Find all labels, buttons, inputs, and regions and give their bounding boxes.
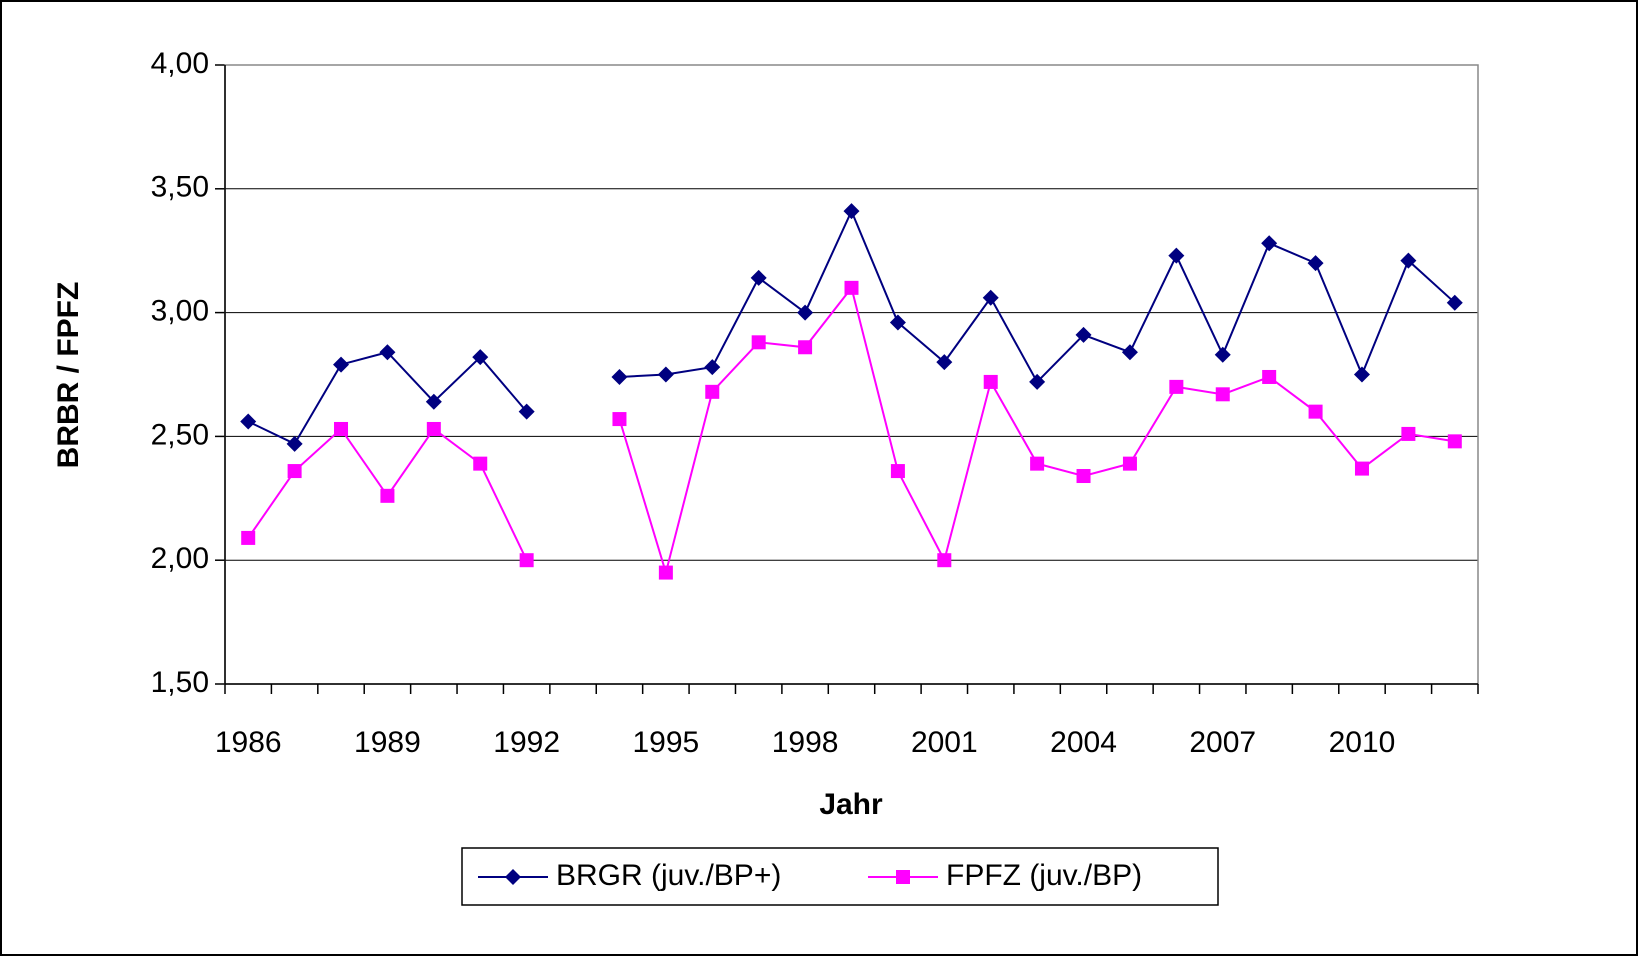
legend-marker xyxy=(896,870,910,884)
data-point xyxy=(379,344,396,361)
x-tick-label: 2001 xyxy=(911,726,978,759)
data-point xyxy=(286,435,303,452)
x-tick-label: 1995 xyxy=(632,726,699,759)
data-point xyxy=(472,349,489,366)
x-tick-label: 1989 xyxy=(354,726,421,759)
y-tick-label: 3,50 xyxy=(151,171,209,204)
data-point xyxy=(1168,247,1185,264)
data-point xyxy=(1169,379,1184,394)
data-point xyxy=(844,280,859,295)
data-point xyxy=(937,553,952,568)
x-tick-label: 2010 xyxy=(1329,726,1396,759)
legend-marker xyxy=(505,869,521,885)
data-point xyxy=(889,314,906,331)
x-axis-title: Jahr xyxy=(819,788,883,821)
y-tick-label: 2,00 xyxy=(151,542,209,575)
y-tick-label: 2,50 xyxy=(151,418,209,451)
data-point xyxy=(333,356,350,373)
data-point xyxy=(612,412,627,427)
data-point xyxy=(705,384,720,399)
data-point xyxy=(1308,404,1323,419)
data-point xyxy=(1307,255,1324,272)
x-tick-label: 1998 xyxy=(772,726,839,759)
x-tick-label: 2004 xyxy=(1050,726,1117,759)
data-point xyxy=(657,366,674,383)
data-point xyxy=(1353,366,1370,383)
data-point xyxy=(1262,369,1277,384)
data-point xyxy=(843,203,860,220)
legend-box xyxy=(461,847,1219,906)
data-point xyxy=(380,488,395,503)
data-point xyxy=(473,456,488,471)
data-point xyxy=(240,413,257,430)
data-point xyxy=(241,530,256,545)
data-point xyxy=(890,464,905,479)
data-point xyxy=(1446,294,1463,311)
data-point xyxy=(1076,469,1091,484)
data-point xyxy=(611,368,628,385)
data-point xyxy=(798,340,813,355)
data-point xyxy=(1215,387,1230,402)
legend-label: FPFZ (juv./BP) xyxy=(946,859,1142,892)
data-point xyxy=(287,464,302,479)
data-point xyxy=(1400,252,1417,269)
y-axis-title: BRBR / FPFZ xyxy=(52,282,85,469)
data-point xyxy=(426,421,441,436)
x-tick-label: 1986 xyxy=(215,726,282,759)
data-point xyxy=(1122,456,1137,471)
data-point xyxy=(1354,461,1369,476)
data-point xyxy=(658,565,673,580)
data-point xyxy=(797,304,814,321)
data-point xyxy=(982,289,999,306)
data-point xyxy=(1030,456,1045,471)
data-point xyxy=(750,269,767,286)
y-tick-label: 1,50 xyxy=(151,666,209,699)
data-point xyxy=(1121,344,1138,361)
data-point xyxy=(518,403,535,420)
data-point xyxy=(983,374,998,389)
data-point xyxy=(425,393,442,410)
legend-label: BRGR (juv./BP+) xyxy=(556,859,781,892)
data-point xyxy=(936,354,953,371)
y-tick-label: 3,00 xyxy=(151,295,209,328)
x-tick-label: 2007 xyxy=(1189,726,1256,759)
data-point xyxy=(519,553,534,568)
data-point xyxy=(1447,434,1462,449)
data-point xyxy=(1214,346,1231,363)
data-point xyxy=(704,359,721,376)
data-point xyxy=(334,421,349,436)
data-point xyxy=(751,335,766,350)
y-tick-label: 4,00 xyxy=(151,47,209,80)
x-tick-label: 1992 xyxy=(493,726,560,759)
data-point xyxy=(1401,426,1416,441)
data-point xyxy=(1261,235,1278,252)
data-point xyxy=(1029,373,1046,390)
data-point xyxy=(1075,326,1092,343)
